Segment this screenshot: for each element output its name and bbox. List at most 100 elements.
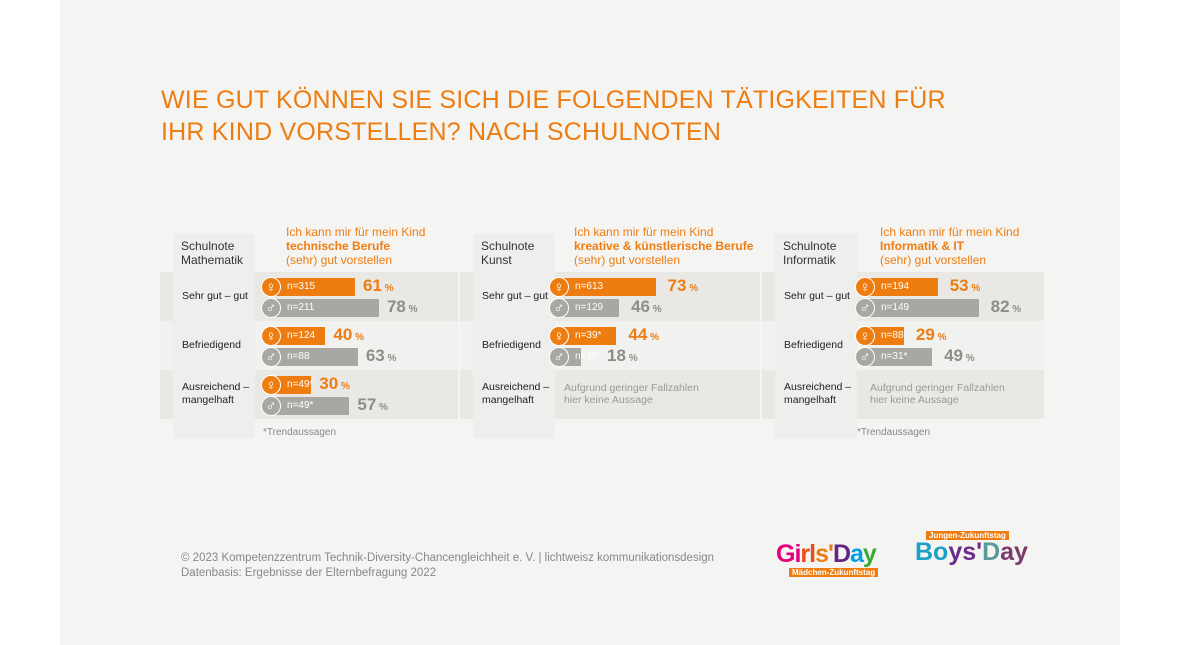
percent-value: 78 <box>386 297 406 316</box>
panel-kunst: Schulnote Kunst Ich kann mir für mein Kind… <box>460 222 760 438</box>
percent-label: 73 % <box>668 276 699 296</box>
male-bar: ♂ n=149 82 % <box>855 297 1021 318</box>
male-symbol-icon: ♂ <box>549 298 569 318</box>
trend-note: *Trendaussagen <box>263 427 337 438</box>
row-label: Befriedigend <box>482 339 541 351</box>
male-symbol-icon: ♂ <box>261 347 281 367</box>
question-line: Ich kann mir für mein Kind <box>574 225 714 239</box>
group-header-line: Kunst <box>481 253 512 267</box>
female-bar: ♀ n=39* 44 % <box>549 325 659 346</box>
group-header: Schulnote Kunst <box>481 239 534 267</box>
percent-value: 61 <box>363 276 382 295</box>
percent-value: 49 <box>944 346 963 365</box>
question-line: technische Berufe <box>286 239 391 253</box>
row-label: Sehr gut – gut <box>784 290 850 302</box>
group-header: Schulnote Informatik <box>783 239 836 267</box>
percent-label: 40 % <box>333 325 364 345</box>
group-header-box <box>473 234 555 438</box>
percent-sign: % <box>384 353 397 364</box>
sample-size: n=315 <box>287 281 316 292</box>
female-symbol-icon: ♀ <box>549 326 569 346</box>
question-header: Ich kann mir für mein Kind technische Ber… <box>286 225 425 267</box>
sample-size: n=124 <box>287 330 316 341</box>
data-source: Datenbasis: Ergebnisse der Elternbefragu… <box>181 567 437 579</box>
percent-label: 78 % <box>387 297 418 317</box>
male-bar-fill <box>863 299 979 317</box>
boys-day-logo: Boys'Day <box>915 538 1028 566</box>
row-label: Sehr gut – gut <box>182 290 248 302</box>
sample-size: n=49* <box>287 379 314 390</box>
percent-sign: % <box>1009 304 1022 315</box>
percent-value: 29 <box>915 325 935 344</box>
percent-value: 63 <box>365 346 385 365</box>
male-symbol-icon: ♂ <box>261 298 281 318</box>
group-header-line: Schulnote <box>481 239 535 253</box>
percent-label: 63 % <box>366 346 397 366</box>
sample-size: n=194 <box>881 281 910 292</box>
row-label: Befriedigend <box>182 339 241 351</box>
percent-sign: % <box>963 353 975 364</box>
percent-value: 73 <box>667 276 687 295</box>
sample-size: n=211 <box>287 302 315 313</box>
male-symbol-icon: ♂ <box>855 347 875 367</box>
percent-sign: % <box>405 304 418 315</box>
sample-size: n=25* <box>575 351 602 362</box>
female-bar: ♀ n=613 73 % <box>549 276 698 297</box>
panel-informatik: Schulnote Informatik Ich kann mir für mein… <box>762 222 1044 438</box>
male-bar-fill <box>269 299 379 317</box>
percent-sign: % <box>381 283 394 294</box>
question-header: Ich kann mir für mein Kind kreative & kün… <box>574 225 753 267</box>
percent-sign: % <box>650 304 662 315</box>
female-bar: ♀ n=88 29 % <box>855 325 946 346</box>
percent-label: 57 % <box>357 395 388 415</box>
question-line: kreative & künstlerische Berufe <box>574 239 754 253</box>
group-header-line: Informatik <box>783 253 836 267</box>
percent-label: 61 % <box>363 276 394 296</box>
copyright: © 2023 Kompetenzzentrum Technik-Diversit… <box>181 552 715 564</box>
male-bar: ♂ n=211 78 % <box>261 297 418 318</box>
percent-value: 46 <box>631 297 651 316</box>
sample-size: n=39* <box>575 330 602 341</box>
group-header: Schulnote Mathematik <box>181 239 243 267</box>
female-symbol-icon: ♀ <box>549 277 569 297</box>
group-header-box <box>173 234 255 438</box>
question-line: (sehr) gut vorstellen <box>574 253 681 267</box>
row-label: Sehr gut – gut <box>482 290 548 302</box>
sample-size: n=31* <box>881 351 908 362</box>
girls-day-subtitle: Mädchen-Zukunftstag <box>789 568 879 577</box>
boys-day-subtitle: Jungen-Zukunftstag <box>926 531 1009 540</box>
question-line: Ich kann mir für mein Kind <box>286 225 426 239</box>
percent-sign: % <box>625 353 638 364</box>
percent-label: 30 % <box>319 374 350 394</box>
percent-sign: % <box>934 332 947 343</box>
sample-size: n=49* <box>287 400 314 411</box>
male-bar-fill <box>269 397 350 415</box>
female-bar-fill <box>269 278 355 296</box>
male-symbol-icon: ♂ <box>261 396 281 416</box>
female-bar-fill <box>269 327 326 345</box>
panel-mathematik: Schulnote Mathematik Ich kann mir für mein… <box>160 222 458 438</box>
male-bar-fill <box>863 348 933 366</box>
percent-label: 53 % <box>950 276 981 296</box>
male-bar-fill <box>269 348 358 366</box>
trend-note: *Trendaussagen <box>857 427 931 438</box>
male-bar: ♂ n=88 63 % <box>261 346 396 367</box>
male-bar: ♂ n=129 46 % <box>549 297 662 318</box>
female-bar: ♀ n=315 61 % <box>261 276 394 297</box>
row-label: Ausreichend – mangelhaft <box>182 381 250 406</box>
question-line: Informatik & IT <box>880 239 965 253</box>
percent-value: 40 <box>333 325 353 344</box>
sample-size: n=88 <box>287 351 310 362</box>
female-bar-fill <box>863 278 938 296</box>
question-line: (sehr) gut vorstellen <box>880 253 987 267</box>
percent-label: 44 % <box>628 325 659 345</box>
female-symbol-icon: ♀ <box>855 277 875 297</box>
male-bar: ♂ n=31* 49 % <box>855 346 975 367</box>
girls-day-logo: Girls'Day <box>776 540 877 568</box>
group-header-line: Schulnote <box>181 239 235 253</box>
percent-sign: % <box>376 402 388 413</box>
question-line: Ich kann mir für mein Kind <box>880 225 1020 239</box>
percent-label: 82 % <box>991 297 1022 317</box>
percent-label: 46 % <box>631 297 662 317</box>
percent-sign: % <box>352 332 364 343</box>
